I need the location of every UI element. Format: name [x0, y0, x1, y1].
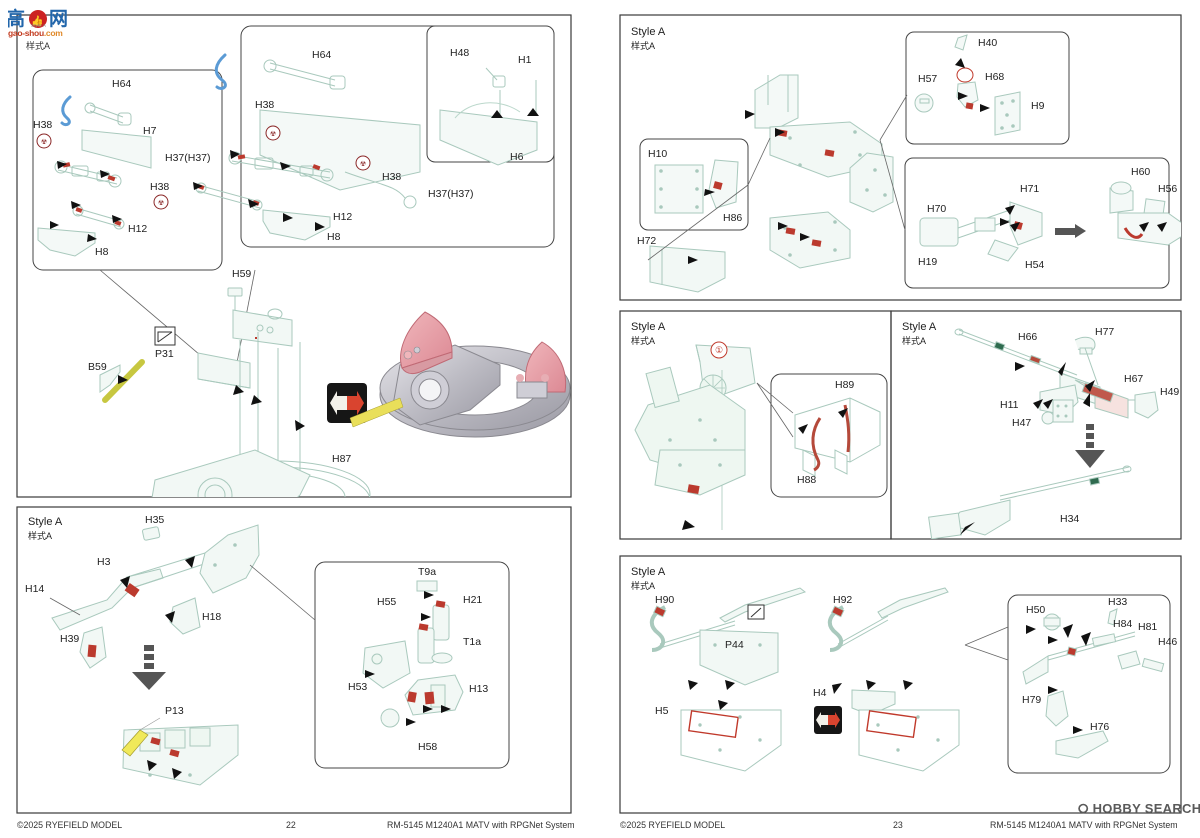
svg-text:H77: H77 — [1095, 326, 1114, 338]
svg-text:H81: H81 — [1138, 621, 1157, 633]
svg-text:H92: H92 — [833, 594, 852, 606]
svg-text:T9a: T9a — [418, 566, 436, 578]
svg-text:H76: H76 — [1090, 721, 1109, 733]
svg-text:H57: H57 — [918, 73, 937, 85]
svg-text:①: ① — [715, 345, 723, 355]
svg-text:H66: H66 — [1018, 331, 1037, 343]
svg-text:P13: P13 — [165, 705, 184, 717]
svg-text:H56: H56 — [1158, 183, 1177, 195]
svg-text:H58: H58 — [418, 741, 437, 753]
svg-text:H60: H60 — [1131, 166, 1150, 178]
svg-text:H46: H46 — [1158, 636, 1177, 648]
svg-text:H53: H53 — [348, 681, 367, 693]
svg-text:H10: H10 — [648, 148, 667, 160]
svg-text:H86: H86 — [723, 212, 742, 224]
svg-text:T1a: T1a — [463, 636, 481, 648]
svg-text:高: 高 — [8, 7, 25, 30]
svg-text:H54: H54 — [1025, 259, 1044, 271]
svg-text:H88: H88 — [797, 474, 816, 486]
svg-text:H35: H35 — [145, 514, 164, 526]
svg-text:H55: H55 — [377, 596, 396, 608]
svg-text:H14: H14 — [25, 583, 44, 595]
svg-text:H50: H50 — [1026, 604, 1045, 616]
svg-text:H47: H47 — [1012, 417, 1031, 429]
svg-text:H49: H49 — [1160, 386, 1179, 398]
svg-text:H71: H71 — [1020, 183, 1039, 195]
svg-text:H90: H90 — [655, 594, 674, 606]
svg-text:H18: H18 — [202, 611, 221, 623]
svg-text:H79: H79 — [1022, 694, 1041, 706]
svg-text:H13: H13 — [469, 683, 488, 695]
svg-text:H33: H33 — [1108, 596, 1127, 608]
svg-text:H9: H9 — [1031, 100, 1045, 112]
svg-text:H39: H39 — [60, 633, 79, 645]
svg-text:H72: H72 — [637, 235, 656, 247]
svg-text:H11: H11 — [1000, 399, 1019, 411]
svg-text:H4: H4 — [813, 687, 827, 699]
svg-text:H40: H40 — [978, 37, 997, 49]
svg-text:H67: H67 — [1124, 373, 1143, 385]
svg-text:H3: H3 — [97, 556, 111, 568]
svg-text:H21: H21 — [463, 594, 482, 606]
svg-text:H84: H84 — [1113, 618, 1132, 630]
svg-text:P44: P44 — [725, 639, 744, 651]
svg-text:H70: H70 — [927, 203, 946, 215]
svg-text:H89: H89 — [835, 379, 854, 391]
svg-text:H19: H19 — [918, 256, 937, 268]
svg-text:网: 网 — [49, 9, 68, 30]
svg-text:H34: H34 — [1060, 513, 1079, 525]
svg-text:H68: H68 — [985, 71, 1004, 83]
svg-text:H5: H5 — [655, 705, 669, 717]
